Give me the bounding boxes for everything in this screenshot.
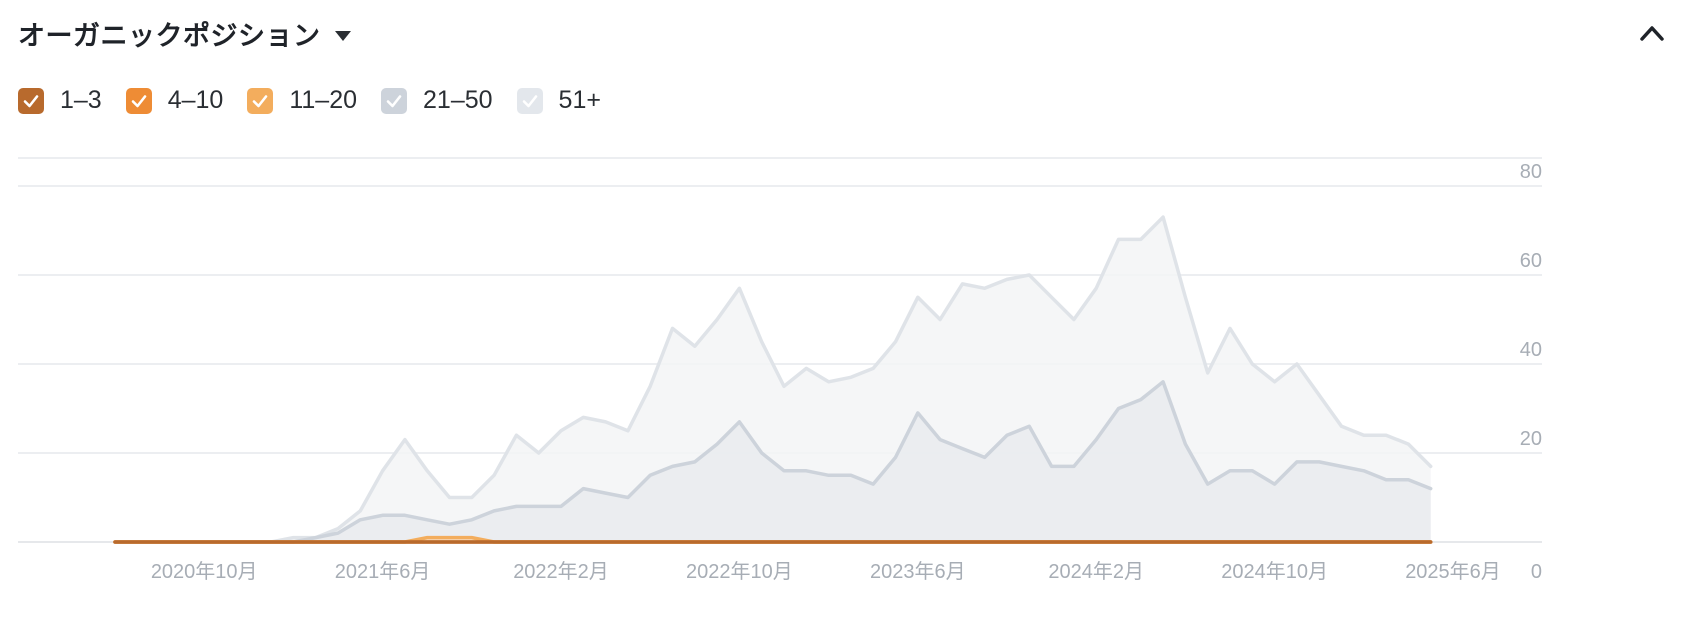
series-line bbox=[113, 380, 1433, 544]
x-tick-labels: 2020年10月 2021年6月 2022年2月 2022年10月 2023年6月 202… bbox=[151, 560, 1501, 583]
legend-label: 4–10 bbox=[167, 86, 224, 114]
x-tick-label: 2020年10月 bbox=[151, 560, 258, 583]
y-tick-label: 0 bbox=[1531, 561, 1542, 583]
checkbox-4-10[interactable] bbox=[125, 87, 152, 114]
x-tick-label: 2024年10月 bbox=[1221, 560, 1328, 583]
legend-item-1-3[interactable]: 1–3 bbox=[18, 86, 102, 115]
x-tick-label: 2021年6月 bbox=[335, 560, 431, 583]
y-tick-label: 80 bbox=[1520, 161, 1542, 183]
y-tick-label: 60 bbox=[1520, 250, 1542, 272]
series-lines bbox=[113, 215, 1433, 544]
caret-down-icon[interactable] bbox=[334, 30, 351, 41]
checkbox-11-20[interactable] bbox=[247, 87, 274, 114]
checkbox-51-plus[interactable] bbox=[516, 87, 543, 114]
position-area-chart: 0 20 40 60 80 2020年10月 2021年6月 2022年2月 2022年10月… bbox=[18, 157, 1542, 583]
legend-label: 51+ bbox=[558, 86, 601, 114]
chart-legend: 1–3 4–10 11–20 21–50 51+ bbox=[18, 86, 625, 115]
x-tick-label: 2023年6月 bbox=[870, 560, 966, 583]
series-line bbox=[113, 215, 1433, 544]
y-tick-label: 20 bbox=[1520, 428, 1542, 450]
legend-label: 1–3 bbox=[60, 86, 102, 114]
y-tick-labels: 0 20 40 60 80 bbox=[1520, 161, 1542, 583]
chart-header: オーガニックポジション bbox=[18, 14, 351, 53]
section-title: オーガニックポジション bbox=[18, 21, 321, 52]
x-tick-label: 2022年10月 bbox=[686, 560, 793, 583]
legend-label: 21–50 bbox=[423, 86, 493, 114]
checkbox-1-3[interactable] bbox=[18, 87, 44, 114]
legend-item-11-20[interactable]: 11–20 bbox=[247, 86, 357, 115]
legend-item-4-10[interactable]: 4–10 bbox=[125, 86, 224, 115]
y-tick-label: 40 bbox=[1520, 339, 1542, 361]
chevron-up-icon[interactable] bbox=[1638, 20, 1666, 46]
series-areas bbox=[115, 217, 1431, 542]
x-tick-label: 2024年2月 bbox=[1048, 560, 1144, 583]
legend-item-51-plus[interactable]: 51+ bbox=[516, 86, 601, 115]
legend-item-21-50[interactable]: 21–50 bbox=[381, 86, 493, 115]
checkbox-21-50[interactable] bbox=[381, 87, 408, 114]
x-tick-label: 2025年6月 bbox=[1405, 560, 1501, 583]
legend-label: 11–20 bbox=[289, 86, 358, 114]
x-tick-label: 2022年2月 bbox=[513, 560, 609, 583]
